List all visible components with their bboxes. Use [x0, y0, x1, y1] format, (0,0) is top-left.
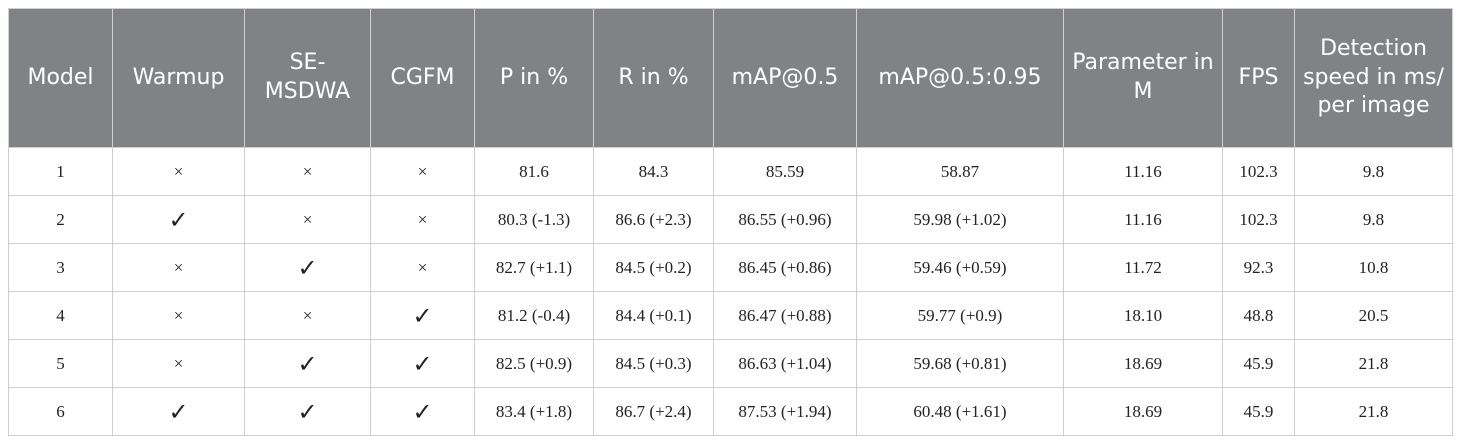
- header-cell: Detection speed in ms/ per image: [1294, 8, 1453, 148]
- table-cell: 6: [8, 387, 113, 436]
- table-cell: 11.16: [1063, 195, 1223, 244]
- table-row: 6 ✓ ✓ ✓ 83.4 (+1.8) 86.7 (+2.4) 87.53 (+1.94) 6…: [8, 387, 1453, 436]
- header-cell: mAP@0.5: [713, 8, 857, 148]
- table-cell: 3: [8, 243, 113, 292]
- table-cell: 80.3 (-1.3): [474, 195, 594, 244]
- table-cell: 9.8: [1294, 147, 1453, 196]
- table-cell: ×: [112, 339, 245, 388]
- table-cell: 81.2 (-0.4): [474, 291, 594, 340]
- table-cell: ×: [244, 291, 371, 340]
- table-cell: 48.8: [1222, 291, 1295, 340]
- table-cell: 86.6 (+2.3): [593, 195, 714, 244]
- header-cell: mAP@0.5:0.95: [856, 8, 1064, 148]
- table-cell: 59.68 (+0.81): [856, 339, 1064, 388]
- table-cell: 18.69: [1063, 387, 1223, 436]
- table-cell: 21.8: [1294, 339, 1453, 388]
- table-row: 3 × ✓ × 82.7 (+1.1) 84.5 (+0.2) 86.45 (+0.86) 5…: [8, 243, 1453, 292]
- header-cell: Parameter in M: [1063, 8, 1223, 148]
- table-cell: ×: [244, 195, 371, 244]
- table-cell: ×: [370, 195, 475, 244]
- table-cell: 20.5: [1294, 291, 1453, 340]
- table-cell: 21.8: [1294, 387, 1453, 436]
- header-cell: CGFM: [370, 8, 475, 148]
- table-cell: 87.53 (+1.94): [713, 387, 857, 436]
- table-cell: 59.77 (+0.9): [856, 291, 1064, 340]
- table-cell: 45.9: [1222, 339, 1295, 388]
- table-cell: 10.8: [1294, 243, 1453, 292]
- table-row: 2 ✓ × × 80.3 (-1.3) 86.6 (+2.3) 86.55 (+0.96) 5…: [8, 195, 1453, 244]
- table-cell: ✓: [244, 339, 371, 388]
- table-cell: 45.9: [1222, 387, 1295, 436]
- table-cell: ✓: [112, 387, 245, 436]
- table-cell: ×: [112, 243, 245, 292]
- table-cell: ✓: [244, 243, 371, 292]
- table-cell: 5: [8, 339, 113, 388]
- header-row: Model Warmup SE-MSDWA CGFM P in % R in % mAP@0…: [8, 8, 1453, 148]
- header-cell: P in %: [474, 8, 594, 148]
- table-cell: ✓: [370, 291, 475, 340]
- table-cell: ×: [244, 147, 371, 196]
- table-cell: 86.7 (+2.4): [593, 387, 714, 436]
- table-cell: 82.7 (+1.1): [474, 243, 594, 292]
- table-cell: 84.3: [593, 147, 714, 196]
- header-cell: Warmup: [112, 8, 245, 148]
- table-cell: 92.3: [1222, 243, 1295, 292]
- table-cell: 9.8: [1294, 195, 1453, 244]
- table-cell: 86.55 (+0.96): [713, 195, 857, 244]
- table-cell: 18.10: [1063, 291, 1223, 340]
- table-cell: ×: [112, 291, 245, 340]
- results-table: Model Warmup SE-MSDWA CGFM P in % R in % mAP@0…: [8, 8, 1453, 436]
- header-cell: Model: [8, 8, 113, 148]
- table-cell: 11.16: [1063, 147, 1223, 196]
- table-cell: 4: [8, 291, 113, 340]
- table-cell: ✓: [370, 387, 475, 436]
- table-cell: ✓: [244, 387, 371, 436]
- table-cell: 59.46 (+0.59): [856, 243, 1064, 292]
- table-cell: 82.5 (+0.9): [474, 339, 594, 388]
- table-cell: 1: [8, 147, 113, 196]
- table-cell: 86.63 (+1.04): [713, 339, 857, 388]
- table-body: 1 × × × 81.6 84.3 85.59 58.87 11.16 102.3 9.8 2 ✓ × × 8…: [8, 147, 1453, 436]
- header-cell: FPS: [1222, 8, 1295, 148]
- table-cell: 18.69: [1063, 339, 1223, 388]
- table-cell: ✓: [370, 339, 475, 388]
- table-row: 1 × × × 81.6 84.3 85.59 58.87 11.16 102.3 9.8: [8, 147, 1453, 196]
- table-cell: 102.3: [1222, 147, 1295, 196]
- table-cell: 2: [8, 195, 113, 244]
- table-cell: 85.59: [713, 147, 857, 196]
- table-cell: ×: [370, 147, 475, 196]
- table-cell: 60.48 (+1.61): [856, 387, 1064, 436]
- table-cell: 81.6: [474, 147, 594, 196]
- table-cell: 59.98 (+1.02): [856, 195, 1064, 244]
- table-cell: 83.4 (+1.8): [474, 387, 594, 436]
- table-row: 4 × × ✓ 81.2 (-0.4) 84.4 (+0.1) 86.47 (+0.88) 5…: [8, 291, 1453, 340]
- table-cell: ✓: [112, 195, 245, 244]
- table-cell: ×: [112, 147, 245, 196]
- header-cell: R in %: [593, 8, 714, 148]
- header-cell: SE-MSDWA: [244, 8, 371, 148]
- table-cell: 86.47 (+0.88): [713, 291, 857, 340]
- table-cell: 84.4 (+0.1): [593, 291, 714, 340]
- table-cell: ×: [370, 243, 475, 292]
- table-cell: 86.45 (+0.86): [713, 243, 857, 292]
- table-cell: 102.3: [1222, 195, 1295, 244]
- table-cell: 84.5 (+0.3): [593, 339, 714, 388]
- table-cell: 58.87: [856, 147, 1064, 196]
- table-cell: 11.72: [1063, 243, 1223, 292]
- table-cell: 84.5 (+0.2): [593, 243, 714, 292]
- table-row: 5 × ✓ ✓ 82.5 (+0.9) 84.5 (+0.3) 86.63 (+1.04) 5…: [8, 339, 1453, 388]
